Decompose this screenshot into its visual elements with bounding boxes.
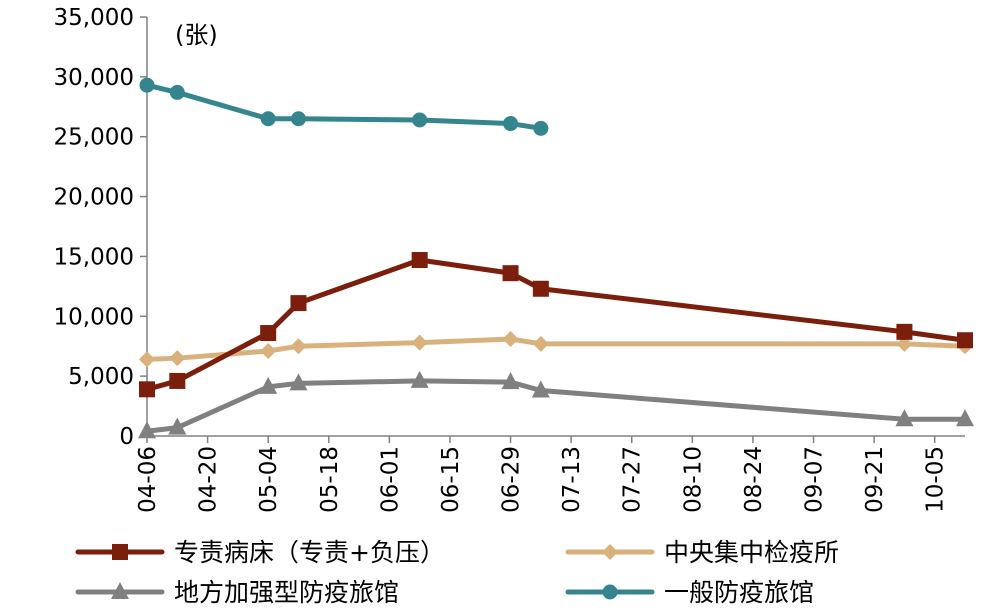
x-tick-label: 08-10 bbox=[680, 446, 706, 513]
marker-triangle bbox=[168, 417, 187, 435]
marker-square bbox=[957, 332, 973, 349]
marker-circle bbox=[290, 111, 306, 127]
y-tick-label: 10,000 bbox=[54, 304, 134, 330]
marker-square bbox=[169, 372, 186, 389]
x-tick-label: 10-05 bbox=[923, 446, 949, 513]
series-1 bbox=[139, 252, 973, 398]
marker-square bbox=[411, 252, 428, 269]
x-ticks: 04-06 04-20 05-04 05-18 06-01 06-15 06-29 07-13… bbox=[135, 436, 949, 513]
marker-square bbox=[112, 544, 128, 560]
marker-diamond bbox=[502, 331, 519, 348]
legend-label: 地方加强型防疫旅馆 bbox=[174, 578, 399, 607]
x-tick-label: 07-13 bbox=[559, 446, 585, 513]
marker-triangle bbox=[138, 421, 156, 439]
marker-diamond bbox=[290, 338, 307, 355]
unit-label: (张) bbox=[175, 21, 218, 49]
marker-circle bbox=[260, 111, 276, 127]
y-tick-label: 30,000 bbox=[54, 65, 134, 91]
marker-circle bbox=[412, 112, 428, 128]
marker-circle bbox=[139, 77, 155, 93]
x-tick-label: 09-07 bbox=[802, 446, 828, 513]
x-tick-label: 06-15 bbox=[438, 446, 464, 513]
x-tick-label: 07-27 bbox=[620, 446, 646, 513]
x-tick-label: 09-21 bbox=[862, 446, 888, 513]
marker-diamond bbox=[139, 351, 155, 368]
marker-triangle bbox=[111, 582, 129, 599]
series-4 bbox=[139, 77, 549, 136]
marker-triangle bbox=[410, 370, 429, 388]
y-tick-label: 25,000 bbox=[54, 125, 134, 151]
marker-triangle bbox=[895, 409, 914, 427]
x-tick-label: 05-18 bbox=[317, 446, 343, 513]
y-tick-label: 20,000 bbox=[54, 185, 134, 211]
legend-label: 中央集中检疫所 bbox=[664, 538, 839, 567]
x-tick-label: 04-06 bbox=[135, 446, 161, 513]
y-tick-label: 5,000 bbox=[68, 364, 134, 390]
marker-diamond bbox=[411, 334, 428, 351]
marker-square bbox=[896, 323, 913, 340]
marker-diamond bbox=[169, 350, 186, 367]
marker-square bbox=[290, 295, 307, 312]
series-3 bbox=[138, 370, 974, 439]
series-line bbox=[144, 82, 544, 131]
marker-diamond bbox=[260, 343, 277, 360]
marker-circle bbox=[602, 584, 618, 600]
legend-label: 一般防疫旅馆 bbox=[664, 578, 814, 607]
marker-circle bbox=[169, 84, 185, 100]
marker-triangle bbox=[956, 409, 974, 427]
legend-item: 地方加强型防疫旅馆 bbox=[75, 578, 399, 607]
marker-triangle bbox=[289, 373, 308, 391]
marker-triangle bbox=[531, 380, 550, 398]
y-tick-label: 15,000 bbox=[54, 244, 134, 270]
marker-square bbox=[260, 325, 277, 342]
marker-diamond bbox=[602, 544, 618, 560]
marker-circle bbox=[533, 120, 549, 136]
marker-circle bbox=[503, 116, 519, 132]
marker-triangle bbox=[259, 376, 278, 394]
y-tick-label: 35,000 bbox=[54, 5, 134, 31]
legend-item: 一般防疫旅馆 bbox=[565, 578, 814, 607]
marker-diamond bbox=[532, 335, 549, 352]
y-tick-label: 0 bbox=[119, 424, 134, 450]
axes bbox=[146, 17, 965, 437]
marker-triangle bbox=[501, 372, 520, 390]
x-tick-label: 06-01 bbox=[377, 446, 403, 513]
x-tick-label: 04-20 bbox=[196, 446, 222, 513]
legend-item: 专责病床（专责+负压） bbox=[75, 538, 445, 567]
x-tick-label: 08-24 bbox=[741, 446, 767, 513]
marker-square bbox=[139, 381, 155, 398]
legend-item: 中央集中检疫所 bbox=[565, 538, 839, 567]
series-layer bbox=[138, 77, 974, 439]
series-line bbox=[144, 257, 968, 392]
marker-square bbox=[502, 265, 519, 282]
x-tick-label: 05-04 bbox=[256, 446, 282, 513]
marker-square bbox=[532, 280, 549, 297]
x-tick-label: 06-29 bbox=[499, 446, 525, 513]
y-ticks: 0 5,000 10,000 15,000 20,000 25,000 30,000 35,0… bbox=[54, 5, 147, 450]
legend-label: 专责病床（专责+负压） bbox=[174, 538, 445, 567]
